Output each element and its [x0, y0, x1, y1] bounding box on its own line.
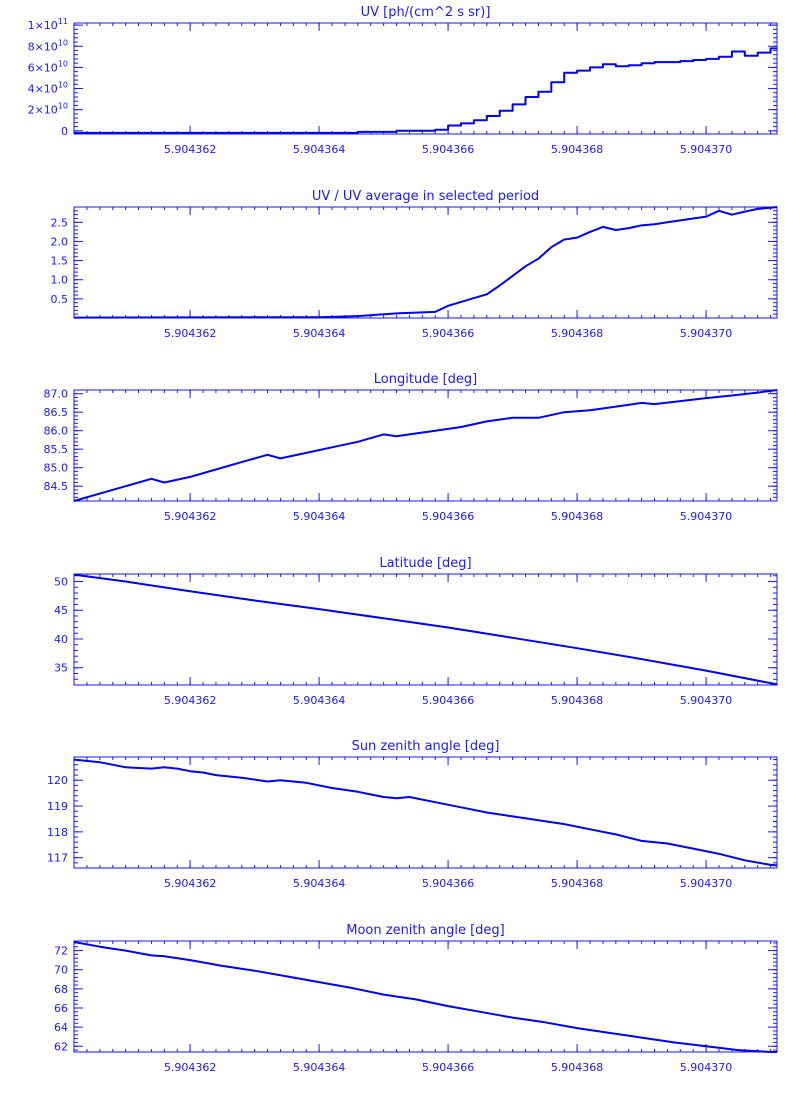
plot-frame	[73, 756, 778, 869]
x-tick-label: 5.904362	[164, 510, 217, 523]
y-tick-exponent: 10	[58, 38, 68, 47]
y-tick-label: 64	[54, 1021, 68, 1034]
series-line-1	[73, 389, 778, 502]
x-tick-label: 5.904368	[551, 877, 604, 890]
y-tick-label: 86.0	[44, 425, 69, 438]
series-line-1	[73, 941, 777, 1053]
x-tick-label: 5.904370	[680, 1061, 733, 1074]
y-tick-exponent: 10	[58, 102, 68, 111]
y-tick-label: 84.5	[44, 480, 69, 493]
y-tick-label: 35	[54, 662, 68, 675]
x-tick-label: 5.904368	[551, 510, 604, 523]
y-tick-label: 118	[47, 826, 68, 839]
x-tick-label: 5.904370	[680, 877, 733, 890]
y-tick-label: 45	[54, 604, 68, 617]
y-tick-mantissa: 4×10	[28, 83, 58, 96]
x-tick-label: 5.904366	[422, 327, 475, 340]
chart-title: Latitude [deg]	[379, 556, 471, 571]
series-line-1	[73, 206, 778, 319]
y-tick-mantissa: 8×10	[28, 40, 58, 53]
chart-panel-1: UV [ph/(cm^2 s sr)] 5.904362 5.904364 5.904…	[28, 5, 778, 156]
series-line-1	[73, 758, 778, 867]
y-tick-label: 120	[47, 774, 68, 787]
chart-title: Sun zenith angle [deg]	[352, 739, 500, 754]
y-tick-label: 70	[54, 964, 68, 977]
y-tick-label: 0	[61, 125, 68, 138]
y-tick-mantissa: 0	[61, 125, 68, 138]
y-tick-label: 1.0	[51, 274, 69, 287]
y-tick-exponent: 10	[58, 59, 68, 68]
series-line-1	[74, 47, 777, 134]
y-tick-label: 68	[54, 983, 68, 996]
y-tick-mantissa: 1×10	[28, 19, 58, 32]
y-tick-label: 50	[54, 575, 68, 588]
x-tick-label: 5.904366	[422, 877, 475, 890]
x-tick-label: 5.904362	[164, 877, 217, 890]
chart-title: UV [ph/(cm^2 s sr)]	[361, 5, 491, 20]
y-tick-label: 85.5	[44, 443, 69, 456]
y-tick-mantissa: 6×10	[28, 61, 58, 74]
y-tick-label: 40	[54, 633, 68, 646]
y-tick-exponent: 11	[58, 17, 68, 26]
chart-panel-3: Longitude [deg] 5.904362 5.904364 5.904366 5…	[44, 372, 778, 523]
y-tick-label: 1.5	[51, 255, 69, 268]
x-tick-label: 5.904364	[293, 143, 346, 156]
y-tick-label: 8×1010	[28, 38, 68, 53]
x-tick-label: 5.904364	[293, 327, 346, 340]
x-tick-label: 5.904368	[551, 143, 604, 156]
x-tick-label: 5.904370	[680, 143, 733, 156]
y-tick-label: 6×1010	[28, 59, 68, 74]
chart-title: Longitude [deg]	[374, 372, 477, 387]
series-line-1	[73, 573, 778, 686]
y-tick-label: 1×1011	[28, 17, 68, 32]
y-tick-exponent: 10	[58, 81, 68, 90]
y-tick-mantissa: 2×10	[28, 104, 58, 117]
y-tick-label: 87.0	[44, 388, 69, 401]
plot-frame	[73, 22, 778, 135]
y-tick-label: 117	[47, 852, 68, 865]
y-tick-label: 85.0	[44, 462, 69, 475]
y-tick-label: 62	[54, 1040, 68, 1053]
x-tick-label: 5.904362	[164, 143, 217, 156]
y-tick-label: 66	[54, 1002, 68, 1015]
chart-panel-5: Sun zenith angle [deg] 5.904362 5.904364 5.…	[47, 739, 778, 890]
x-tick-label: 5.904370	[680, 694, 733, 707]
plot-frame	[73, 573, 778, 686]
x-tick-label: 5.904366	[422, 694, 475, 707]
y-tick-label: 119	[47, 800, 68, 813]
y-tick-label: 2.5	[51, 216, 69, 229]
x-tick-label: 5.904366	[422, 1061, 475, 1074]
x-tick-label: 5.904368	[551, 1061, 604, 1074]
y-tick-label: 2×1010	[28, 102, 68, 117]
x-tick-label: 5.904364	[293, 510, 346, 523]
chart-title: Moon zenith angle [deg]	[346, 923, 504, 938]
chart-panel-6: Moon zenith angle [deg] 5.904362 5.904364 5…	[54, 923, 778, 1074]
x-tick-label: 5.904364	[293, 694, 346, 707]
y-tick-label: 4×1010	[28, 81, 68, 96]
x-tick-label: 5.904362	[164, 694, 217, 707]
plot-frame	[73, 206, 778, 319]
x-tick-label: 5.904364	[293, 877, 346, 890]
x-tick-label: 5.904362	[164, 1061, 217, 1074]
chart-panel-2: UV / UV average in selected period 5.9043…	[51, 189, 778, 340]
x-tick-label: 5.904362	[164, 327, 217, 340]
y-tick-label: 2.0	[51, 235, 69, 248]
x-tick-label: 5.904368	[551, 694, 604, 707]
x-tick-label: 5.904368	[551, 327, 604, 340]
x-tick-label: 5.904370	[680, 327, 733, 340]
chart-title: UV / UV average in selected period	[312, 189, 539, 204]
x-tick-label: 5.904366	[422, 510, 475, 523]
x-tick-label: 5.904364	[293, 1061, 346, 1074]
x-tick-label: 5.904366	[422, 143, 475, 156]
y-tick-label: 72	[54, 945, 68, 958]
plot-frame	[73, 389, 778, 502]
chart-panel-4: Latitude [deg] 5.904362 5.904364 5.904366 5.…	[54, 556, 778, 707]
y-tick-label: 0.5	[51, 293, 69, 306]
y-tick-label: 86.5	[44, 406, 69, 419]
x-tick-label: 5.904370	[680, 510, 733, 523]
